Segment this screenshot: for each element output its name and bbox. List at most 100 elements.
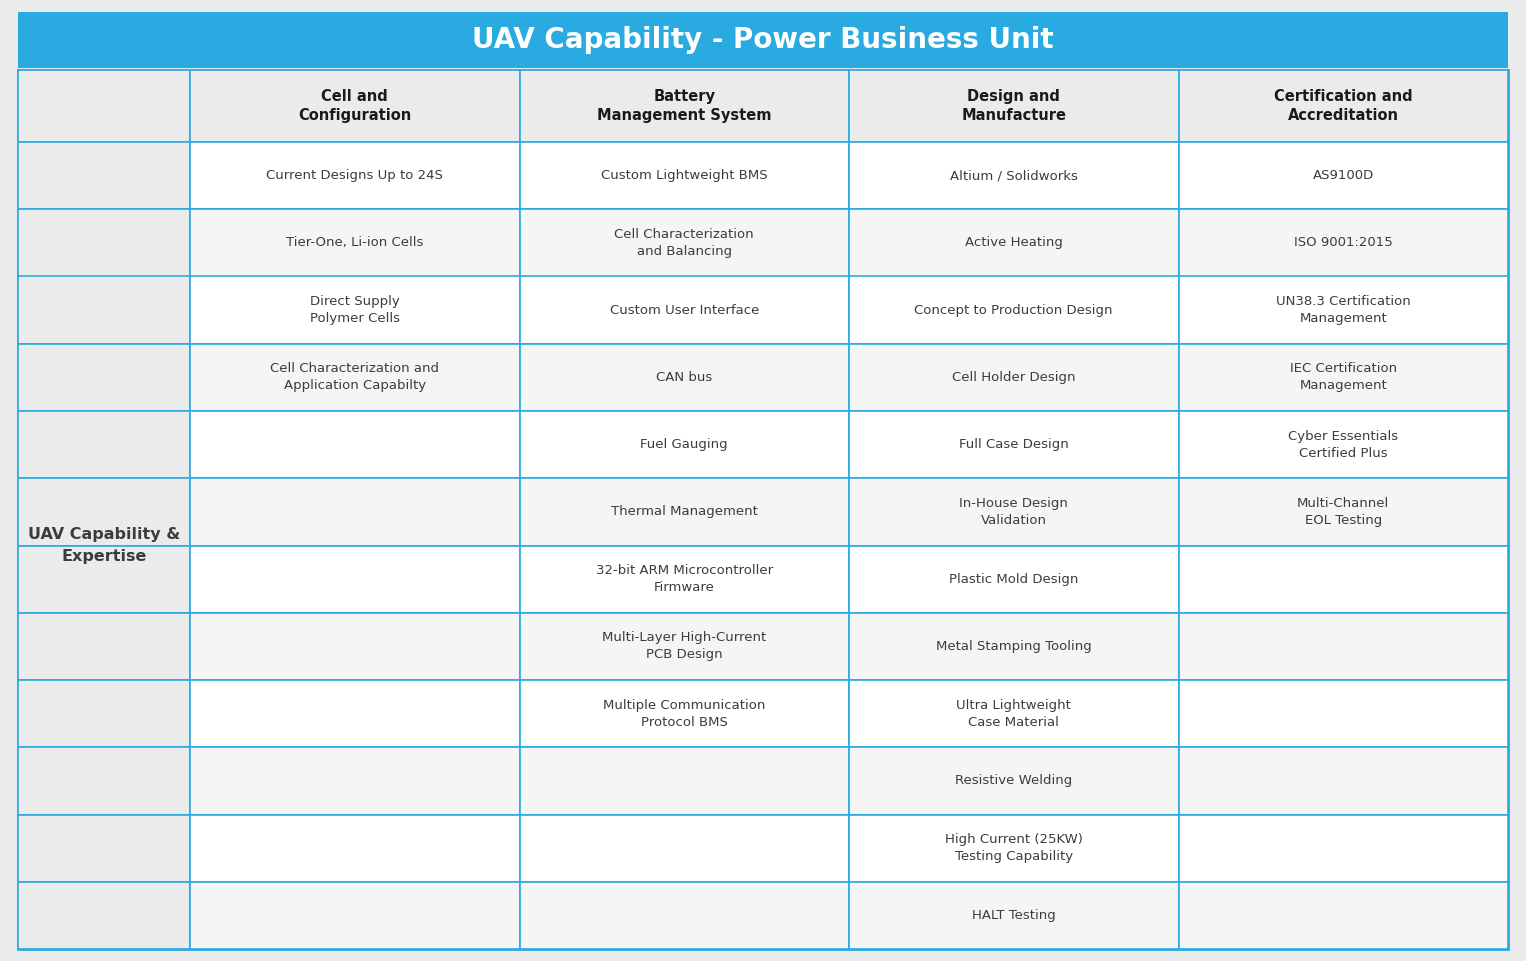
Text: Certification and
Accreditation: Certification and Accreditation bbox=[1274, 88, 1413, 123]
Text: Cell Characterization
and Balancing: Cell Characterization and Balancing bbox=[615, 228, 754, 258]
Bar bbox=[1178, 479, 1508, 546]
Bar bbox=[18, 882, 191, 949]
Bar bbox=[519, 209, 848, 277]
Bar bbox=[18, 142, 191, 209]
Bar bbox=[18, 70, 191, 142]
Text: Cyber Essentials
Certified Plus: Cyber Essentials Certified Plus bbox=[1288, 430, 1398, 459]
Bar bbox=[519, 748, 848, 815]
Bar bbox=[18, 12, 1508, 68]
Bar bbox=[18, 815, 191, 882]
Text: High Current (25KW)
Testing Capability: High Current (25KW) Testing Capability bbox=[945, 833, 1082, 863]
Bar bbox=[1178, 613, 1508, 680]
Text: UAV Capability - Power Business Unit: UAV Capability - Power Business Unit bbox=[472, 26, 1054, 54]
Text: Direct Supply
Polymer Cells: Direct Supply Polymer Cells bbox=[310, 295, 400, 325]
Bar bbox=[519, 613, 848, 680]
Text: Metal Stamping Tooling: Metal Stamping Tooling bbox=[935, 640, 1091, 653]
Bar bbox=[191, 748, 519, 815]
Bar bbox=[1178, 142, 1508, 209]
Text: Thermal Management: Thermal Management bbox=[610, 505, 758, 518]
Bar bbox=[519, 680, 848, 748]
Text: Ultra Lightweight
Case Material: Ultra Lightweight Case Material bbox=[957, 699, 1071, 728]
Bar bbox=[191, 142, 519, 209]
Bar bbox=[519, 479, 848, 546]
Bar bbox=[18, 479, 191, 546]
Bar bbox=[1178, 344, 1508, 411]
Bar bbox=[18, 277, 191, 344]
Text: In-House Design
Validation: In-House Design Validation bbox=[960, 497, 1068, 527]
Bar bbox=[519, 815, 848, 882]
Text: Cell Holder Design: Cell Holder Design bbox=[952, 371, 1076, 383]
Bar bbox=[191, 277, 519, 344]
Text: Resistive Welding: Resistive Welding bbox=[955, 775, 1073, 787]
Bar bbox=[191, 680, 519, 748]
Text: ISO 9001:2015: ISO 9001:2015 bbox=[1294, 236, 1393, 249]
Bar bbox=[1178, 209, 1508, 277]
Bar bbox=[191, 70, 519, 142]
Text: Tier-One, Li-ion Cells: Tier-One, Li-ion Cells bbox=[285, 236, 423, 249]
Bar bbox=[1178, 411, 1508, 479]
Bar bbox=[519, 411, 848, 479]
Text: 32-bit ARM Microcontroller
Firmware: 32-bit ARM Microcontroller Firmware bbox=[595, 564, 772, 594]
Text: IEC Certification
Management: IEC Certification Management bbox=[1289, 362, 1396, 392]
Text: Battery
Management System: Battery Management System bbox=[597, 88, 772, 123]
Bar bbox=[1178, 546, 1508, 613]
Bar bbox=[848, 277, 1178, 344]
Text: UAV Capability &
Expertise: UAV Capability & Expertise bbox=[27, 528, 180, 563]
Bar bbox=[848, 613, 1178, 680]
Bar bbox=[191, 411, 519, 479]
Bar bbox=[18, 613, 191, 680]
Text: Current Designs Up to 24S: Current Designs Up to 24S bbox=[267, 169, 443, 183]
Bar bbox=[1178, 815, 1508, 882]
Bar bbox=[191, 815, 519, 882]
Bar bbox=[18, 344, 191, 411]
Bar bbox=[18, 748, 191, 815]
Bar bbox=[848, 680, 1178, 748]
Bar bbox=[191, 209, 519, 277]
Bar bbox=[848, 546, 1178, 613]
Bar bbox=[848, 142, 1178, 209]
Text: AS9100D: AS9100D bbox=[1312, 169, 1373, 183]
Bar bbox=[519, 142, 848, 209]
Bar bbox=[848, 344, 1178, 411]
Text: Cell and
Configuration: Cell and Configuration bbox=[298, 88, 412, 123]
Text: UN38.3 Certification
Management: UN38.3 Certification Management bbox=[1276, 295, 1410, 325]
Text: Fuel Gauging: Fuel Gauging bbox=[641, 438, 728, 451]
Text: Full Case Design: Full Case Design bbox=[958, 438, 1068, 451]
Bar bbox=[18, 546, 191, 613]
Bar bbox=[848, 70, 1178, 142]
Bar bbox=[191, 613, 519, 680]
Text: Custom User Interface: Custom User Interface bbox=[609, 304, 758, 316]
Text: Altium / Solidworks: Altium / Solidworks bbox=[949, 169, 1077, 183]
Bar bbox=[1178, 882, 1508, 949]
Text: Custom Lightweight BMS: Custom Lightweight BMS bbox=[601, 169, 768, 183]
Bar bbox=[1178, 277, 1508, 344]
Text: CAN bus: CAN bus bbox=[656, 371, 713, 383]
Bar bbox=[191, 479, 519, 546]
Bar bbox=[1178, 748, 1508, 815]
Bar bbox=[1178, 680, 1508, 748]
Bar bbox=[18, 209, 191, 277]
Bar bbox=[519, 277, 848, 344]
Bar bbox=[848, 882, 1178, 949]
Bar bbox=[1178, 70, 1508, 142]
Bar bbox=[191, 344, 519, 411]
Bar bbox=[848, 209, 1178, 277]
Bar bbox=[191, 546, 519, 613]
Bar bbox=[191, 882, 519, 949]
Bar bbox=[519, 344, 848, 411]
Text: Cell Characterization and
Application Capabilty: Cell Characterization and Application Ca… bbox=[270, 362, 439, 392]
Text: Design and
Manufacture: Design and Manufacture bbox=[961, 88, 1067, 123]
Text: Plastic Mold Design: Plastic Mold Design bbox=[949, 573, 1079, 585]
Bar bbox=[18, 411, 191, 479]
Text: Concept to Production Design: Concept to Production Design bbox=[914, 304, 1112, 316]
Text: Multiple Communication
Protocol BMS: Multiple Communication Protocol BMS bbox=[603, 699, 766, 728]
Text: Multi-Channel
EOL Testing: Multi-Channel EOL Testing bbox=[1297, 497, 1389, 527]
Bar bbox=[519, 546, 848, 613]
Bar bbox=[18, 680, 191, 748]
Text: Active Heating: Active Heating bbox=[964, 236, 1062, 249]
Bar bbox=[519, 70, 848, 142]
Text: Multi-Layer High-Current
PCB Design: Multi-Layer High-Current PCB Design bbox=[603, 631, 766, 661]
Bar bbox=[848, 748, 1178, 815]
Bar bbox=[519, 882, 848, 949]
Text: HALT Testing: HALT Testing bbox=[972, 909, 1056, 922]
